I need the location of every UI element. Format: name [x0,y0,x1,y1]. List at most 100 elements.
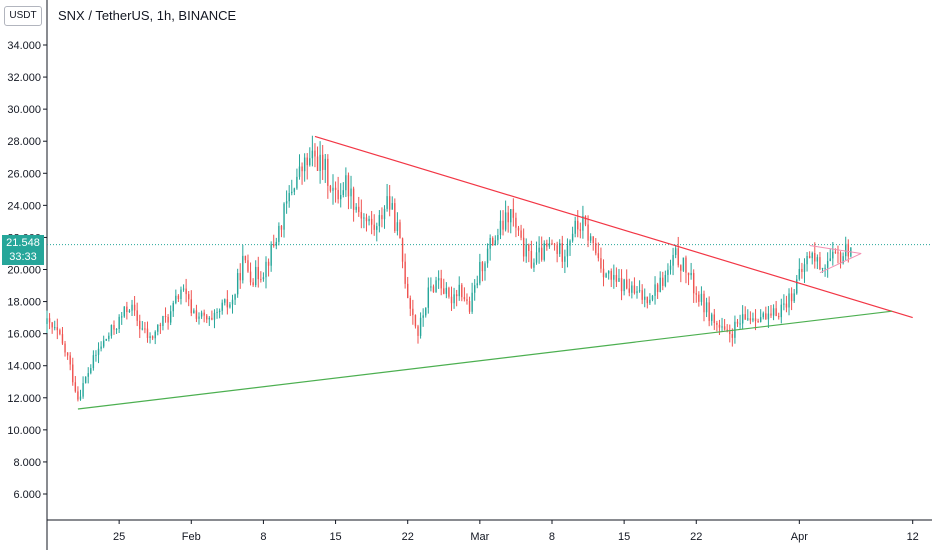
candle-body [600,258,602,269]
candle-body [589,236,592,241]
candle-body [559,243,561,254]
candle-body [419,317,422,336]
candle-body [765,313,767,320]
candle-body [131,304,133,311]
candle-body [115,329,118,331]
candle-body [252,282,254,286]
candle-body [587,224,589,241]
candle-body [216,311,218,313]
candle-body [543,243,545,260]
candle-body [193,310,195,314]
candle-body [641,290,643,300]
candle-body [613,274,615,280]
candle-body [321,154,324,170]
candle-body [757,320,759,322]
candle-body [401,238,404,262]
last-price-countdown: 33:33 [9,251,37,263]
candle-body [731,334,734,338]
candle-body [59,330,61,335]
candle-body [788,293,790,308]
candle-body [672,254,674,266]
candle-body [484,263,486,272]
candle-body [378,215,381,227]
candle-body [548,243,551,247]
candle-body [646,296,649,304]
candle-body [141,328,144,330]
candle-body [283,203,285,230]
candle-body [265,261,267,278]
candle-body [437,278,440,281]
candle-body [56,327,59,331]
candle-body [698,294,700,302]
candle-body [659,277,661,292]
candle-body [564,256,566,262]
y-tick-label: 26.000 [7,168,41,180]
candle-body [133,304,136,311]
candle-body [314,150,316,157]
y-tick-label: 12.000 [7,393,41,405]
y-tick-label: 20.000 [7,265,41,277]
candle-body [84,376,87,384]
candle-body [455,294,458,297]
candle-body [74,382,77,392]
candle-body [399,222,401,239]
candle-body [713,314,716,323]
candle-body [729,331,731,335]
candle-body [236,273,239,295]
candle-body [363,217,365,219]
pennant-top-line [809,244,862,254]
candle-body [770,313,772,316]
candle-body [772,308,775,316]
candle-body [530,251,533,268]
candle-body [571,233,574,241]
candle-body [749,318,752,321]
x-tick-label: Feb [182,531,201,543]
candle-body [633,285,636,294]
candle-body [814,253,816,262]
candle-body [515,217,517,228]
candle-body [602,268,605,278]
chart-title: SNX / TetherUS, 1h, BINANCE [58,8,237,23]
candle-body [579,229,582,231]
candle-body [458,284,460,297]
candle-body [440,278,442,289]
candle-body [525,244,527,257]
candle-body [607,270,610,274]
candle-body [123,306,125,317]
candle-body [414,315,417,327]
candle-body [839,252,842,264]
candle-body [775,308,777,317]
candle-body [285,201,288,204]
x-tick-label: 22 [402,531,414,543]
candle-body [762,313,764,318]
candle-body [296,176,298,189]
candle-body [528,244,530,252]
candle-body [793,293,795,302]
candle-body [262,277,265,280]
candle-body [718,324,721,328]
candle-body [337,189,339,200]
candle-body [383,208,386,220]
candle-body [46,318,48,325]
candle-body [340,194,342,200]
candle-body [785,303,788,308]
x-tick-label: 8 [549,531,555,543]
candle-body [674,248,677,255]
candle-body [100,346,102,349]
candle-body [87,373,89,377]
candle-body [108,335,110,339]
candle-body [803,264,806,272]
candle-body [453,294,455,304]
candle-body [445,287,448,294]
currency-label[interactable]: USDT [4,6,42,26]
support-line [77,310,893,410]
candle-body [247,260,249,272]
candle-body [167,316,169,323]
y-tick-label: 30.000 [7,104,41,116]
candle-body [185,288,187,295]
candle-body [97,348,100,355]
candle-body [618,278,620,282]
candle-body [149,336,151,338]
